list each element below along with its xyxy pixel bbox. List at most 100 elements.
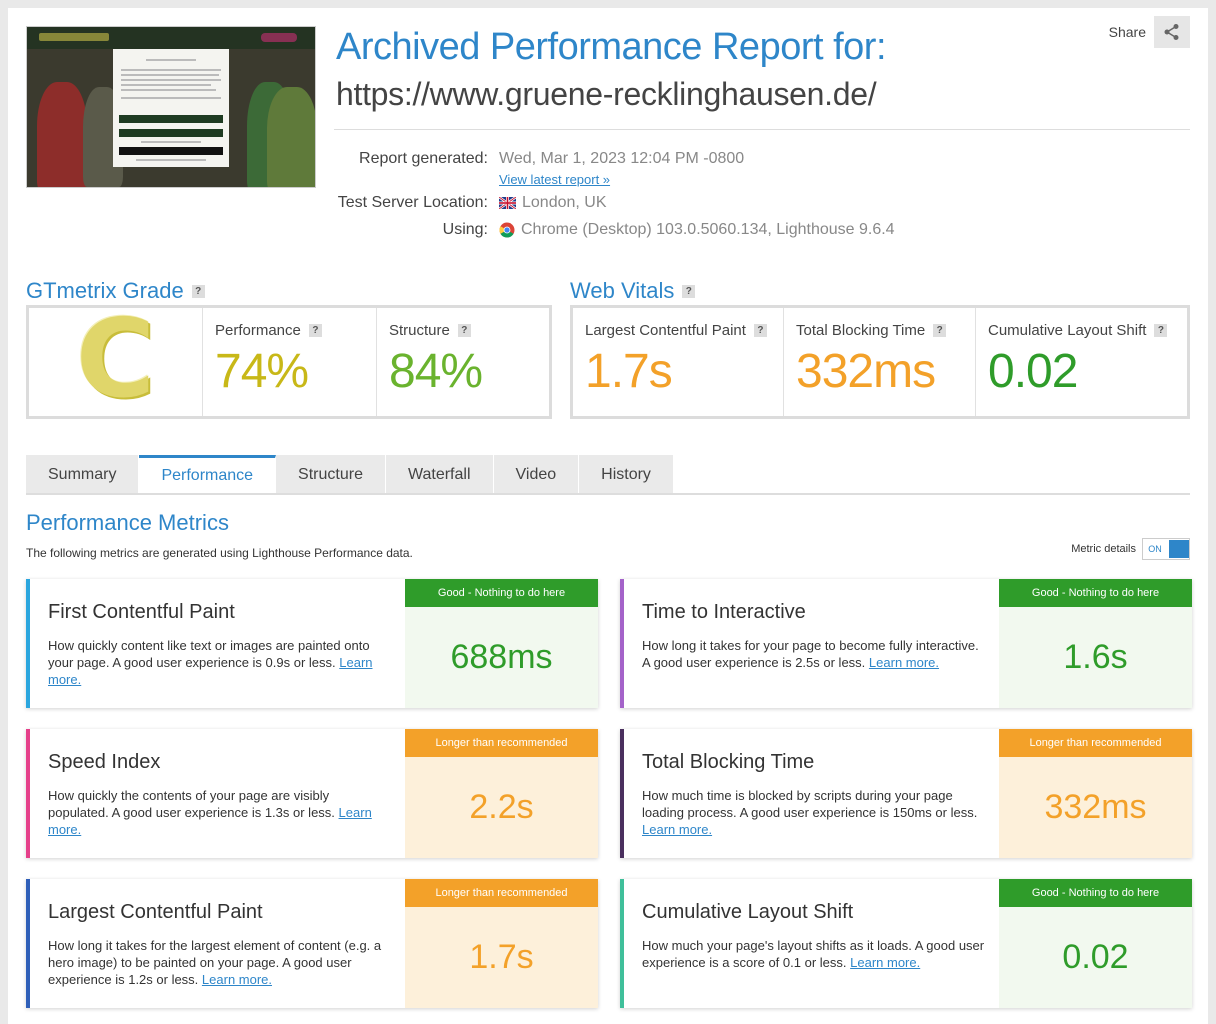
uk-flag-icon	[499, 197, 516, 209]
metric-title: Time to Interactive	[642, 601, 806, 623]
metric-description: How much your page's layout shifts as it…	[642, 938, 985, 970]
server-location-text: London, UK	[522, 194, 607, 211]
help-icon[interactable]: ?	[191, 284, 205, 298]
learn-more-link[interactable]: Learn more.	[48, 805, 372, 837]
lcp-vital-value: 1.7s	[585, 345, 673, 398]
learn-more-link[interactable]: Learn more.	[201, 972, 273, 987]
metric-value: 1.7s	[469, 938, 534, 976]
server-location-value: London, UK	[499, 194, 607, 212]
metric-result-panel: Good - Nothing to do here 0.02	[999, 879, 1192, 1008]
metric-result-panel: Longer than recommended 2.2s	[405, 729, 598, 858]
metric-card-cumulative-layout-shift: Cumulative Layout Shift How much your pa…	[620, 879, 1192, 1008]
learn-more-link[interactable]: Learn more.	[868, 655, 940, 670]
web-vitals-box: Largest Contentful Paint ? 1.7s Total Bl…	[570, 305, 1190, 419]
tab-history[interactable]: History	[579, 455, 674, 494]
metric-status-badge: Good - Nothing to do here	[999, 879, 1192, 907]
help-icon[interactable]: ?	[933, 324, 947, 337]
cls-vital-label: Cumulative Layout Shift	[988, 322, 1147, 339]
structure-score-value: 84%	[389, 345, 483, 398]
header-divider	[334, 129, 1190, 130]
using-value: Chrome (Desktop) 103.0.5060.134, Lightho…	[499, 221, 895, 239]
metric-status-badge: Longer than recommended	[405, 879, 598, 907]
metric-card-speed-index: Speed Index How quickly the contents of …	[26, 729, 598, 858]
share-label: Share	[1108, 24, 1146, 40]
learn-more-link[interactable]: Learn more.	[850, 955, 921, 970]
metric-title: Largest Contentful Paint	[48, 901, 263, 923]
gtmetrix-grade-title: GTmetrix Grade	[26, 278, 184, 303]
metric-description: How long it takes for the largest elemen…	[48, 938, 382, 987]
web-vitals-title: Web Vitals	[570, 278, 675, 303]
report-title: Archived Performance Report for:	[336, 26, 887, 68]
view-latest-report-link[interactable]: View latest report »	[499, 172, 611, 187]
help-icon[interactable]: ?	[308, 324, 322, 337]
metric-card-time-to-interactive: Time to Interactive How long it takes fo…	[620, 579, 1192, 708]
tbt-vital-label: Total Blocking Time	[796, 322, 926, 339]
share-button[interactable]	[1154, 16, 1190, 48]
report-tabs: Summary Performance Structure Waterfall …	[26, 455, 674, 494]
report-page: Share Archived Performance Report for: h…	[8, 8, 1208, 1024]
metric-status-badge: Good - Nothing to do here	[999, 579, 1192, 607]
performance-score-cell: Performance ? 74%	[203, 308, 377, 416]
metric-description: How long it takes for your page to becom…	[642, 638, 979, 670]
help-icon[interactable]: ?	[682, 284, 696, 298]
gtmetrix-grade-heading: GTmetrix Grade ?	[26, 278, 205, 304]
chrome-icon	[499, 222, 515, 238]
cls-vital-cell: Cumulative Layout Shift ? 0.02	[976, 308, 1187, 416]
performance-metrics-heading: Performance Metrics	[26, 510, 229, 535]
lcp-vital-cell: Largest Contentful Paint ? 1.7s	[573, 308, 784, 416]
learn-more-link[interactable]: Learn more.	[48, 655, 373, 687]
performance-score-label: Performance	[215, 322, 301, 339]
metric-details-label: Metric details	[1071, 543, 1136, 555]
metric-result-panel: Longer than recommended 332ms	[999, 729, 1192, 858]
tab-video[interactable]: Video	[493, 455, 580, 494]
metric-status-badge: Good - Nothing to do here	[405, 579, 598, 607]
tab-waterfall[interactable]: Waterfall	[385, 455, 494, 494]
report-generated-label: Report generated:	[359, 150, 488, 167]
metric-card-largest-contentful-paint: Largest Contentful Paint How long it tak…	[26, 879, 598, 1008]
lcp-vital-label: Largest Contentful Paint	[585, 322, 746, 339]
help-icon[interactable]: ?	[1154, 324, 1168, 337]
site-screenshot-thumbnail[interactable]	[26, 26, 316, 188]
metric-title: Cumulative Layout Shift	[642, 901, 854, 923]
share-icon	[1164, 24, 1179, 40]
tbt-vital-value: 332ms	[796, 345, 936, 398]
metric-details-control: Metric details ON	[1071, 538, 1190, 560]
metric-details-toggle[interactable]: ON	[1142, 538, 1190, 560]
using-label: Using:	[442, 221, 488, 238]
metric-card-first-contentful-paint: First Contentful Paint How quickly conte…	[26, 579, 598, 708]
metric-value: 688ms	[450, 638, 553, 676]
report-url: https://www.gruene-recklinghausen.de/	[336, 76, 877, 112]
help-icon[interactable]: ?	[753, 324, 767, 337]
metric-result-panel: Good - Nothing to do here 1.6s	[999, 579, 1192, 708]
tab-summary[interactable]: Summary	[26, 455, 140, 494]
performance-score-value: 74%	[215, 345, 309, 398]
tbt-vital-cell: Total Blocking Time ? 332ms	[784, 308, 976, 416]
tab-performance[interactable]: Performance	[139, 455, 277, 494]
metric-description: How quickly content like text or images …	[48, 638, 373, 687]
toggle-on-label: ON	[1148, 544, 1162, 554]
tabs-underline	[26, 493, 1190, 495]
metric-status-badge: Longer than recommended	[999, 729, 1192, 757]
grade-cell: C	[29, 297, 203, 422]
metric-result-panel: Good - Nothing to do here 688ms	[405, 579, 598, 708]
metric-value: 2.2s	[469, 788, 534, 826]
structure-score-label: Structure	[389, 322, 450, 339]
metric-title: Total Blocking Time	[642, 751, 815, 773]
grade-letter: C	[75, 297, 156, 422]
metric-value: 1.6s	[1063, 638, 1128, 676]
using-text: Chrome (Desktop) 103.0.5060.134, Lightho…	[521, 221, 895, 238]
structure-score-cell: Structure ? 84%	[377, 308, 549, 416]
learn-more-link[interactable]: Learn more.	[642, 822, 713, 837]
share-control: Share	[1109, 16, 1190, 48]
server-location-label: Test Server Location:	[337, 194, 488, 211]
metric-status-badge: Longer than recommended	[405, 729, 598, 757]
metric-title: Speed Index	[48, 751, 161, 773]
metric-value: 332ms	[1044, 788, 1147, 826]
tab-structure[interactable]: Structure	[276, 455, 386, 494]
cls-vital-value: 0.02	[988, 345, 1078, 398]
metric-result-panel: Longer than recommended 1.7s	[405, 879, 598, 1008]
web-vitals-heading: Web Vitals ?	[570, 278, 696, 304]
metric-title: First Contentful Paint	[48, 601, 235, 623]
help-icon[interactable]: ?	[457, 324, 471, 337]
gtmetrix-grade-box: C Performance ? 74% Structure ? 84%	[26, 297, 552, 422]
